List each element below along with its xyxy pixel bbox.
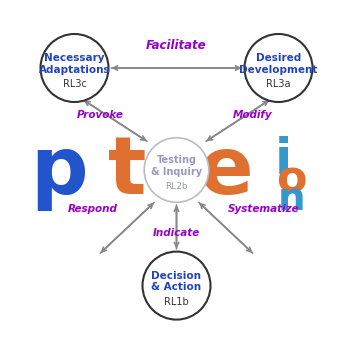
Text: Testing
& Inquiry: Testing & Inquiry — [151, 155, 202, 177]
Text: Indicate: Indicate — [153, 228, 200, 238]
Text: Facilitate: Facilitate — [146, 39, 207, 52]
Text: i: i — [275, 136, 292, 184]
Text: Systematize: Systematize — [227, 204, 299, 214]
Circle shape — [143, 252, 210, 320]
Circle shape — [245, 34, 312, 102]
Text: o: o — [276, 159, 307, 202]
Text: e: e — [198, 133, 253, 211]
Text: p: p — [30, 133, 88, 211]
Text: Necessary
Adaptations: Necessary Adaptations — [39, 53, 110, 75]
Circle shape — [144, 138, 209, 202]
Text: RL1b: RL1b — [164, 297, 189, 307]
Text: Provoke: Provoke — [77, 109, 124, 120]
Text: Desired
Development: Desired Development — [239, 53, 318, 75]
Text: RL3c: RL3c — [62, 79, 86, 89]
Text: RL2b: RL2b — [165, 182, 188, 191]
Circle shape — [41, 34, 108, 102]
Text: Modify: Modify — [233, 109, 273, 120]
Text: t: t — [108, 133, 146, 211]
Text: RL3a: RL3a — [266, 79, 291, 89]
Text: Decision
& Action: Decision & Action — [151, 271, 202, 292]
Text: n: n — [277, 180, 305, 218]
Text: Respond: Respond — [68, 204, 118, 214]
